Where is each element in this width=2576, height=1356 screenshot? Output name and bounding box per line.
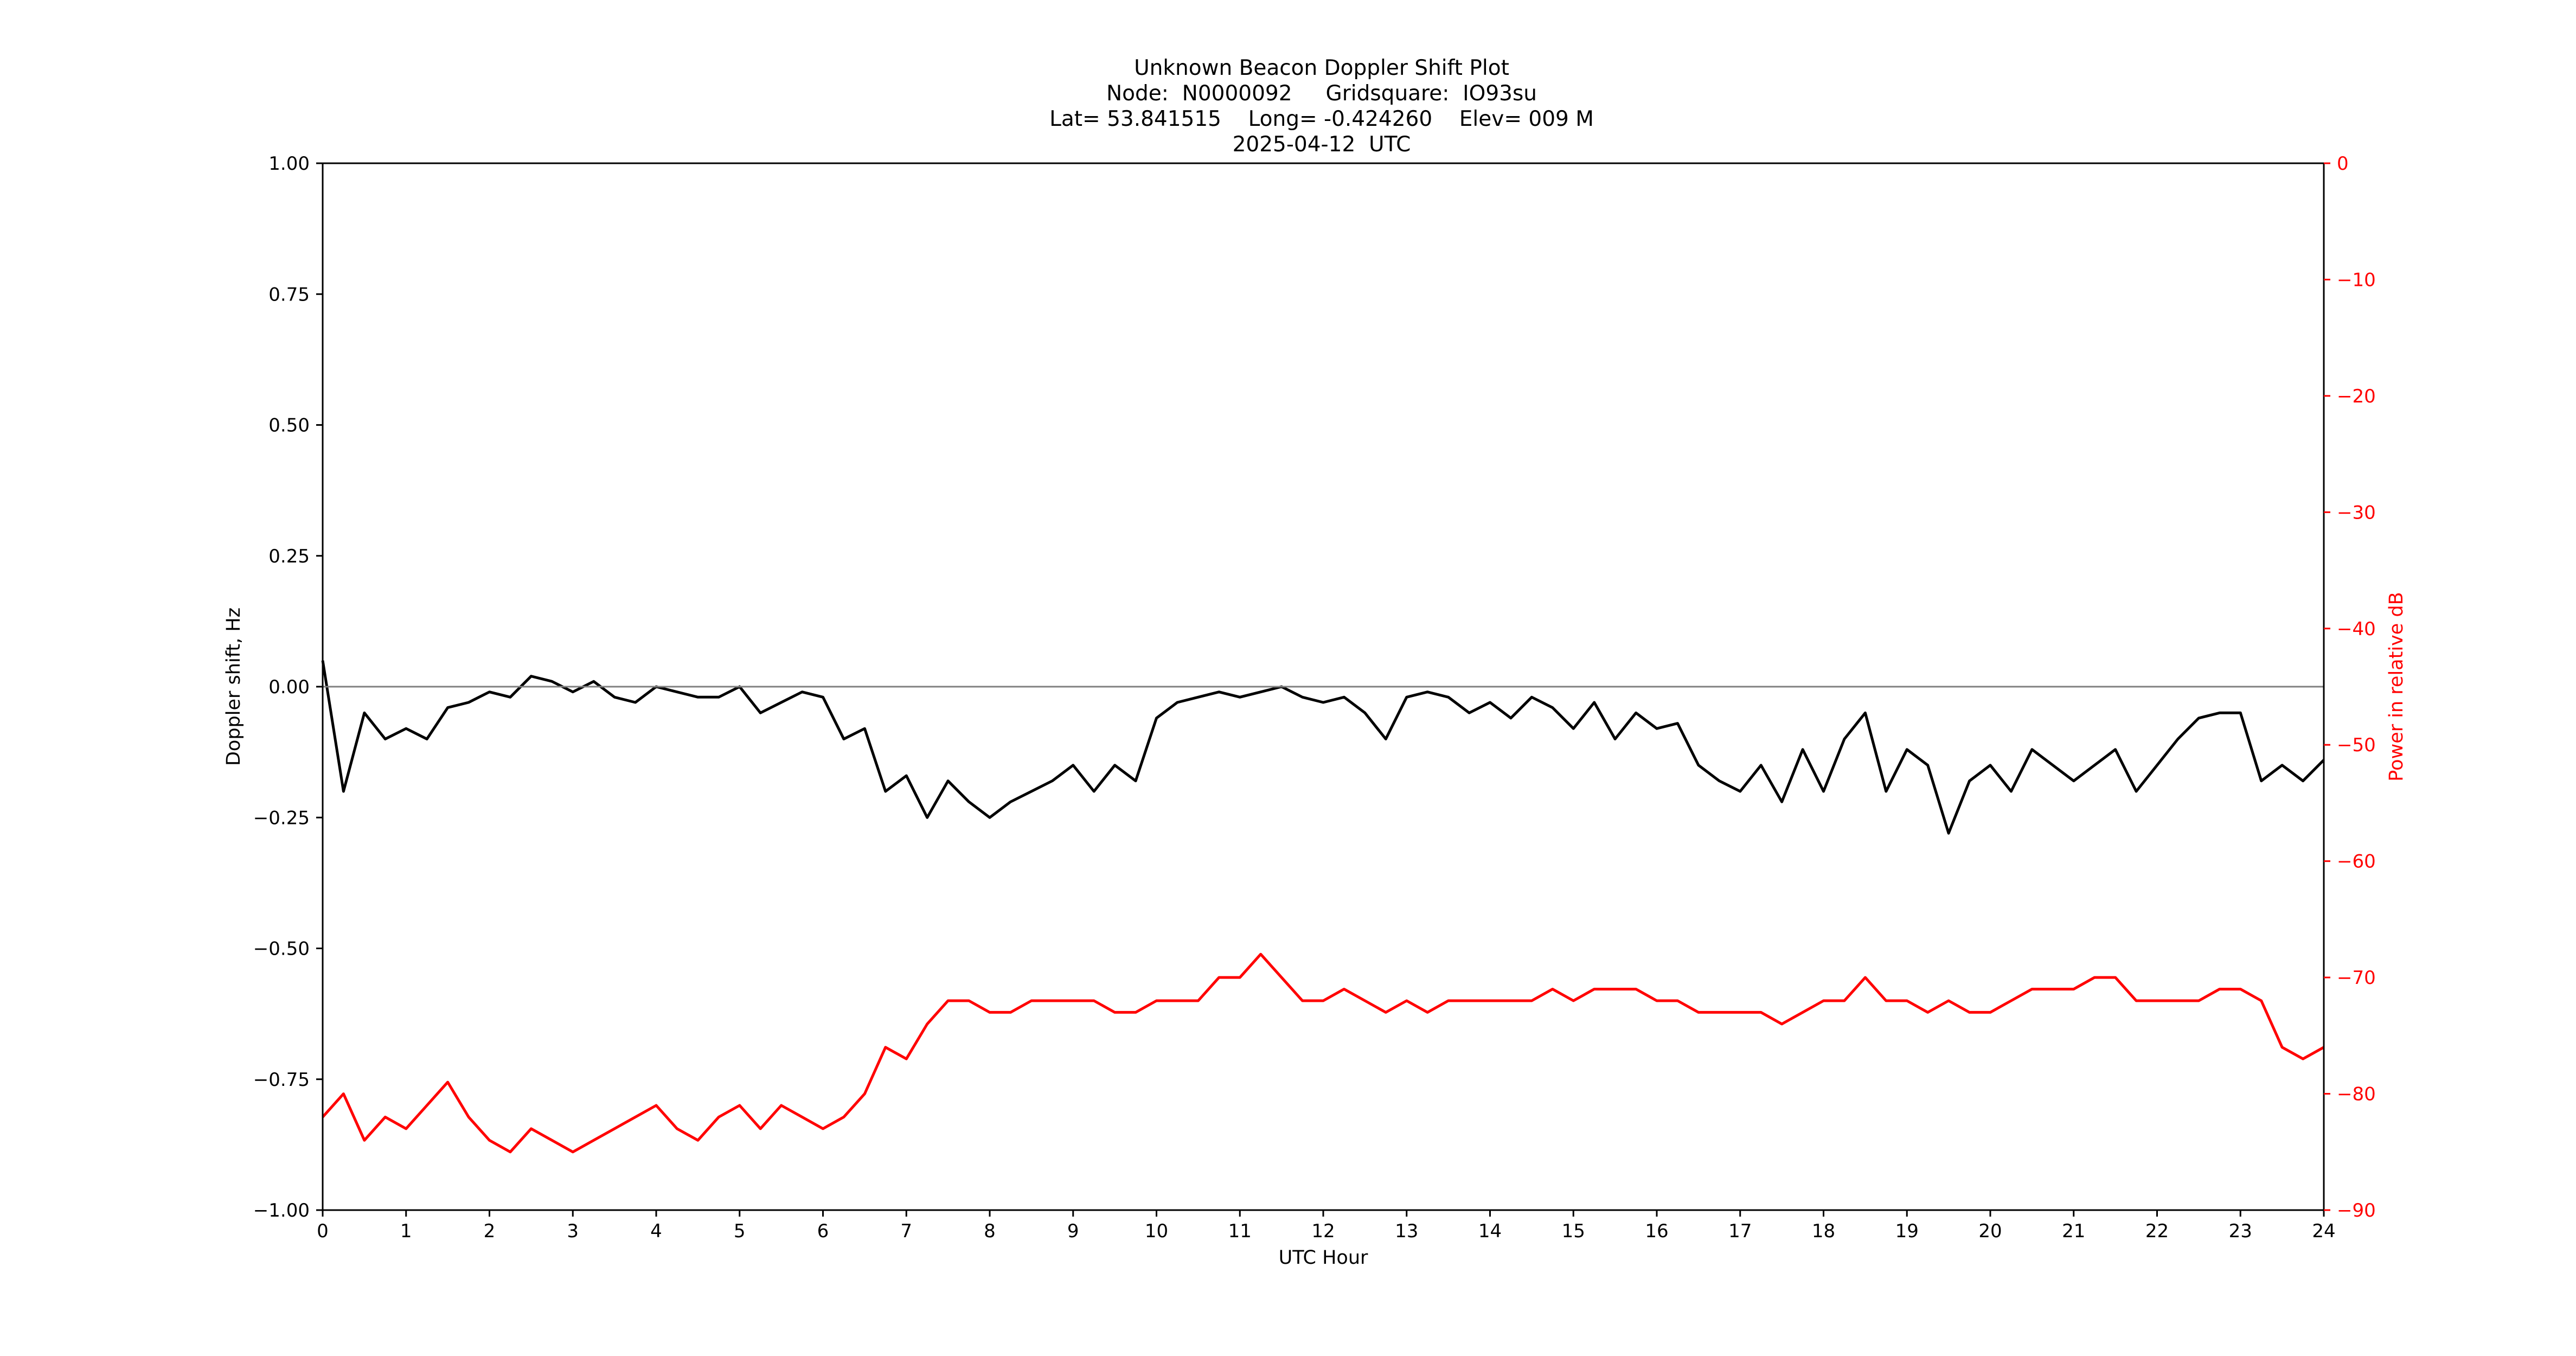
y-right-tick-label: −20 [2337,386,2376,407]
y-left-tick-label: −0.25 [253,807,310,829]
y-left-tick-label: 0.25 [268,546,310,567]
x-tick-label: 3 [567,1220,579,1242]
y-right-tick-label: −60 [2337,851,2376,873]
x-tick-label: 23 [2229,1220,2252,1242]
chart-title: Unknown Beacon Doppler Shift Plot Node: … [1049,56,1594,157]
x-tick-label: 12 [1311,1220,1335,1242]
x-tick-label: 10 [1145,1220,1168,1242]
x-tick-label: 5 [734,1220,746,1242]
x-tick-label: 14 [1478,1220,1502,1242]
y-left-axis-label: Doppler shift, Hz [223,607,245,766]
x-tick-label: 20 [1978,1220,2002,1242]
x-tick-label: 9 [1067,1220,1079,1242]
x-tick-label: 13 [1395,1220,1418,1242]
title-line-4: 2025-04-12 UTC [1233,132,1411,157]
y-left-tick-label: 0.75 [268,284,310,305]
x-tick-label: 16 [1645,1220,1668,1242]
x-tick-label: 22 [2145,1220,2169,1242]
title-line-2: Node: N0000092 Gridsquare: IO93su [1106,81,1537,106]
title-line-3: Lat= 53.841515 Long= -0.424260 Elev= 009… [1049,107,1594,131]
y-right-tick-label: −10 [2337,269,2376,291]
y-right-tick-label: −80 [2337,1084,2376,1105]
x-tick-label: 4 [650,1220,662,1242]
y-left-axis-ticks: 1.00 0.75 0.50 0.25 0.00 −0.25 −0.50 −0.75 −1.00 [253,153,323,1221]
y-right-tick-label: −40 [2337,618,2376,640]
y-right-tick-label: −30 [2337,502,2376,523]
x-axis-label: UTC Hour [1279,1247,1368,1269]
y-right-tick-label: −70 [2337,967,2376,989]
y-left-tick-label: −0.50 [253,938,310,960]
y-left-tick-label: −1.00 [253,1200,310,1221]
x-tick-label: 15 [1562,1220,1585,1242]
x-tick-label: 18 [1812,1220,1835,1242]
x-tick-label: 2 [484,1220,496,1242]
x-tick-label: 8 [984,1220,996,1242]
x-axis-ticks: 0 1 2 3 4 5 6 7 8 9 10 11 12 13 14 15 16 17 18 19 20 21 22 23 24 [317,1210,2336,1242]
y-left-tick-label: 0.50 [268,415,310,437]
x-tick-label: 19 [1895,1220,1919,1242]
y-left-tick-label: 0.00 [268,676,310,698]
y-right-axis-ticks: 0 −10 −20 −30 −40 −50 −60 −70 −80 −90 [2324,153,2376,1221]
x-tick-label: 7 [900,1220,912,1242]
x-tick-label: 6 [817,1220,829,1242]
x-tick-label: 1 [400,1220,412,1242]
x-tick-label: 17 [1728,1220,1752,1242]
x-tick-label: 11 [1228,1220,1252,1242]
y-right-tick-label: 0 [2337,153,2349,175]
y-right-axis-label: Power in relative dB [2386,592,2407,781]
y-left-tick-label: −0.75 [253,1069,310,1091]
y-right-tick-label: −90 [2337,1200,2376,1221]
title-line-1: Unknown Beacon Doppler Shift Plot [1134,56,1509,80]
y-left-tick-label: 1.00 [268,153,310,175]
x-tick-label: 21 [2062,1220,2085,1242]
x-tick-label: 24 [2312,1220,2335,1242]
y-right-tick-label: −50 [2337,734,2376,756]
power-series-line [322,952,2325,1154]
x-tick-label: 0 [317,1220,329,1242]
